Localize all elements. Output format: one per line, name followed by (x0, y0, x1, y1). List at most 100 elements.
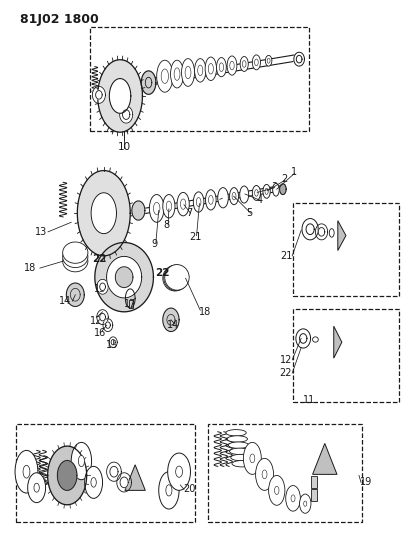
Bar (311, 489, 317, 501)
Text: 17: 17 (124, 299, 136, 309)
Ellipse shape (228, 442, 249, 448)
Polygon shape (66, 283, 84, 306)
Ellipse shape (153, 203, 160, 214)
Ellipse shape (164, 265, 188, 290)
Bar (311, 476, 317, 488)
Ellipse shape (232, 192, 236, 200)
Text: 22: 22 (92, 254, 107, 263)
Ellipse shape (63, 242, 88, 263)
Polygon shape (115, 267, 133, 287)
Ellipse shape (205, 57, 217, 80)
Ellipse shape (329, 229, 334, 237)
Ellipse shape (163, 265, 187, 291)
Text: 2: 2 (281, 174, 287, 184)
Polygon shape (294, 52, 304, 66)
Text: 18: 18 (199, 307, 212, 317)
Ellipse shape (161, 69, 168, 83)
Ellipse shape (286, 486, 300, 511)
Bar (293, 203, 399, 296)
Ellipse shape (206, 190, 216, 210)
Polygon shape (117, 473, 131, 492)
Ellipse shape (273, 183, 279, 196)
Ellipse shape (252, 185, 260, 200)
Polygon shape (98, 60, 142, 132)
Ellipse shape (267, 58, 270, 63)
Text: 20: 20 (183, 484, 195, 494)
Polygon shape (77, 171, 130, 256)
Ellipse shape (166, 485, 172, 496)
Text: 15: 15 (106, 341, 118, 350)
Ellipse shape (255, 190, 258, 196)
Ellipse shape (71, 442, 92, 480)
Ellipse shape (250, 454, 255, 463)
Ellipse shape (275, 486, 279, 495)
Ellipse shape (208, 196, 213, 204)
Ellipse shape (313, 337, 318, 342)
Polygon shape (306, 224, 314, 235)
Text: 14: 14 (59, 296, 71, 306)
Ellipse shape (185, 66, 191, 79)
Ellipse shape (63, 251, 88, 272)
Polygon shape (132, 201, 145, 220)
Text: 15: 15 (94, 285, 106, 294)
Text: 22: 22 (155, 269, 170, 278)
Ellipse shape (193, 192, 204, 212)
Polygon shape (109, 337, 117, 348)
Text: 8: 8 (164, 221, 170, 230)
Ellipse shape (217, 58, 226, 77)
Ellipse shape (263, 184, 270, 198)
Ellipse shape (91, 478, 96, 487)
Polygon shape (163, 308, 179, 332)
Ellipse shape (230, 188, 239, 205)
Ellipse shape (291, 495, 295, 502)
Polygon shape (120, 477, 128, 488)
Ellipse shape (240, 186, 249, 203)
Text: 12: 12 (90, 317, 102, 326)
Text: 13: 13 (35, 227, 47, 237)
Ellipse shape (196, 198, 201, 206)
Polygon shape (91, 193, 116, 233)
Ellipse shape (243, 442, 261, 474)
Polygon shape (107, 462, 121, 481)
Text: 14: 14 (167, 320, 179, 330)
Polygon shape (141, 71, 156, 94)
Polygon shape (100, 313, 105, 321)
Polygon shape (96, 91, 102, 99)
Polygon shape (125, 465, 145, 490)
Polygon shape (125, 289, 135, 308)
Ellipse shape (218, 188, 228, 208)
Ellipse shape (262, 470, 267, 479)
Ellipse shape (177, 192, 189, 216)
Text: 16: 16 (94, 328, 107, 338)
Ellipse shape (149, 195, 164, 222)
Text: 10: 10 (118, 142, 131, 151)
Ellipse shape (219, 63, 223, 71)
Polygon shape (315, 224, 328, 240)
Ellipse shape (23, 465, 30, 478)
Ellipse shape (182, 59, 195, 86)
Polygon shape (110, 466, 118, 477)
Ellipse shape (34, 483, 39, 492)
Bar (208, 424, 362, 522)
Ellipse shape (159, 472, 179, 509)
Polygon shape (103, 319, 113, 332)
Ellipse shape (171, 60, 184, 88)
Ellipse shape (63, 246, 88, 268)
Ellipse shape (240, 56, 248, 71)
Bar (16, 424, 195, 522)
Ellipse shape (166, 201, 172, 212)
Polygon shape (48, 446, 87, 505)
Polygon shape (120, 106, 133, 123)
Ellipse shape (265, 188, 268, 195)
Text: 4: 4 (256, 195, 263, 205)
Ellipse shape (231, 454, 251, 461)
Ellipse shape (163, 195, 175, 218)
Polygon shape (92, 86, 105, 103)
Ellipse shape (28, 473, 46, 503)
Ellipse shape (230, 448, 250, 455)
Text: 9: 9 (151, 239, 158, 248)
Ellipse shape (252, 55, 260, 70)
Polygon shape (57, 461, 77, 490)
Ellipse shape (176, 466, 182, 478)
Text: 5: 5 (246, 208, 253, 218)
